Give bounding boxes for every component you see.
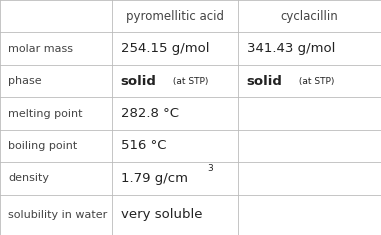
Text: very soluble: very soluble [121,208,202,221]
Text: density: density [8,173,50,183]
Text: 282.8 °C: 282.8 °C [121,107,179,120]
Text: 3: 3 [207,164,213,173]
Text: molar mass: molar mass [8,44,74,54]
Text: (at STP): (at STP) [170,77,208,86]
Text: (at STP): (at STP) [296,77,334,86]
Text: 254.15 g/mol: 254.15 g/mol [121,42,209,55]
Text: solid: solid [247,74,282,88]
Text: 1.79 g/cm: 1.79 g/cm [121,172,188,185]
Text: melting point: melting point [8,109,83,118]
Text: 516 °C: 516 °C [121,139,166,153]
Text: pyromellitic acid: pyromellitic acid [126,10,224,23]
Text: solubility in water: solubility in water [8,210,107,220]
Text: cyclacillin: cyclacillin [281,10,338,23]
Text: solid: solid [121,74,157,88]
Text: 341.43 g/mol: 341.43 g/mol [247,42,335,55]
Text: boiling point: boiling point [8,141,78,151]
Text: phase: phase [8,76,42,86]
